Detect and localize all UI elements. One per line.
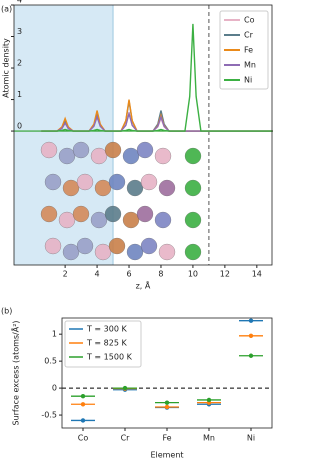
x-tick-label: 2 xyxy=(63,270,68,279)
panel-label: (a) xyxy=(1,5,12,14)
legend-label: T = 1500 K xyxy=(86,353,133,362)
legend-label: Ni xyxy=(244,76,252,85)
atom xyxy=(40,141,58,159)
x-tick-label: Mn xyxy=(203,434,215,443)
legend-label: T = 825 K xyxy=(86,339,127,348)
atom xyxy=(62,179,80,197)
density-line xyxy=(41,111,273,132)
atom xyxy=(72,205,90,223)
atom xyxy=(184,211,202,229)
atom xyxy=(108,173,126,191)
panel-label: (b) xyxy=(1,307,12,316)
x-tick-label: 8 xyxy=(158,270,163,279)
legend-label: Cr xyxy=(244,31,254,40)
atom xyxy=(122,147,140,165)
y-tick-label: 1 xyxy=(52,330,57,339)
atom xyxy=(136,205,154,223)
y-tick-label: 0 xyxy=(52,384,57,393)
y-tick-label: 1 xyxy=(17,90,22,99)
legend-label: T = 300 K xyxy=(86,325,127,334)
atom xyxy=(158,179,176,197)
atom xyxy=(58,147,76,165)
x-tick-label: Fe xyxy=(162,434,171,443)
atom xyxy=(58,211,76,229)
marker xyxy=(80,393,86,399)
x-tick-label: Cr xyxy=(121,434,131,443)
marker xyxy=(248,318,254,323)
atom xyxy=(76,173,94,191)
legend-label: Fe xyxy=(244,46,253,55)
y-axis-label: Atomic density xyxy=(2,38,11,98)
x-tick-label: 6 xyxy=(126,270,131,279)
x-tick-label: 10 xyxy=(188,270,198,279)
legend-box xyxy=(219,10,269,90)
atom xyxy=(122,211,140,229)
marker xyxy=(248,353,254,358)
legend-label: Co xyxy=(244,16,255,25)
marker xyxy=(164,404,170,410)
x-tick-label: 4 xyxy=(95,270,100,279)
x-axis-label: z, Å xyxy=(136,280,151,291)
atom xyxy=(72,141,90,159)
x-tick-label: 12 xyxy=(220,270,230,279)
marker xyxy=(122,385,128,391)
x-axis-label: Element xyxy=(150,451,183,460)
axes-frame xyxy=(13,4,273,266)
x-tick-label: 14 xyxy=(252,270,262,279)
atom xyxy=(62,243,80,261)
atom xyxy=(126,179,144,197)
y-tick-label: 0 xyxy=(17,122,22,131)
atom xyxy=(184,179,202,197)
marker xyxy=(206,397,212,403)
y-tick-label: 3 xyxy=(17,27,22,36)
atom xyxy=(94,179,112,197)
atom xyxy=(140,237,158,255)
marker xyxy=(248,333,254,338)
marker xyxy=(80,418,86,423)
marker xyxy=(164,400,170,405)
atom xyxy=(90,147,108,165)
y-axis-label: Surface excess (atoms/Å²) xyxy=(10,320,21,425)
atom xyxy=(184,243,202,261)
atom xyxy=(44,173,62,191)
atom xyxy=(104,205,122,223)
atom xyxy=(104,141,122,159)
legend-label: Mn xyxy=(244,61,256,70)
atom xyxy=(94,243,112,261)
atom xyxy=(40,205,58,223)
x-tick-label: Ni xyxy=(247,434,255,443)
y-tick-label: 2 xyxy=(17,59,22,68)
atom xyxy=(154,147,172,165)
atom xyxy=(158,243,176,261)
marker xyxy=(80,402,86,407)
atom xyxy=(136,141,154,159)
atom xyxy=(76,237,94,255)
atom xyxy=(154,211,172,229)
atom xyxy=(44,237,62,255)
x-tick-label: Co xyxy=(78,434,89,443)
atom xyxy=(90,211,108,229)
y-tick-label: 4 xyxy=(17,0,22,5)
y-tick-label: 0.5 xyxy=(44,357,57,366)
atom xyxy=(126,243,144,261)
legend-box xyxy=(64,320,142,368)
y-tick-label: -0.5 xyxy=(41,411,57,420)
density-line xyxy=(41,23,273,132)
atom xyxy=(108,237,126,255)
atom xyxy=(184,147,202,165)
atom xyxy=(140,173,158,191)
